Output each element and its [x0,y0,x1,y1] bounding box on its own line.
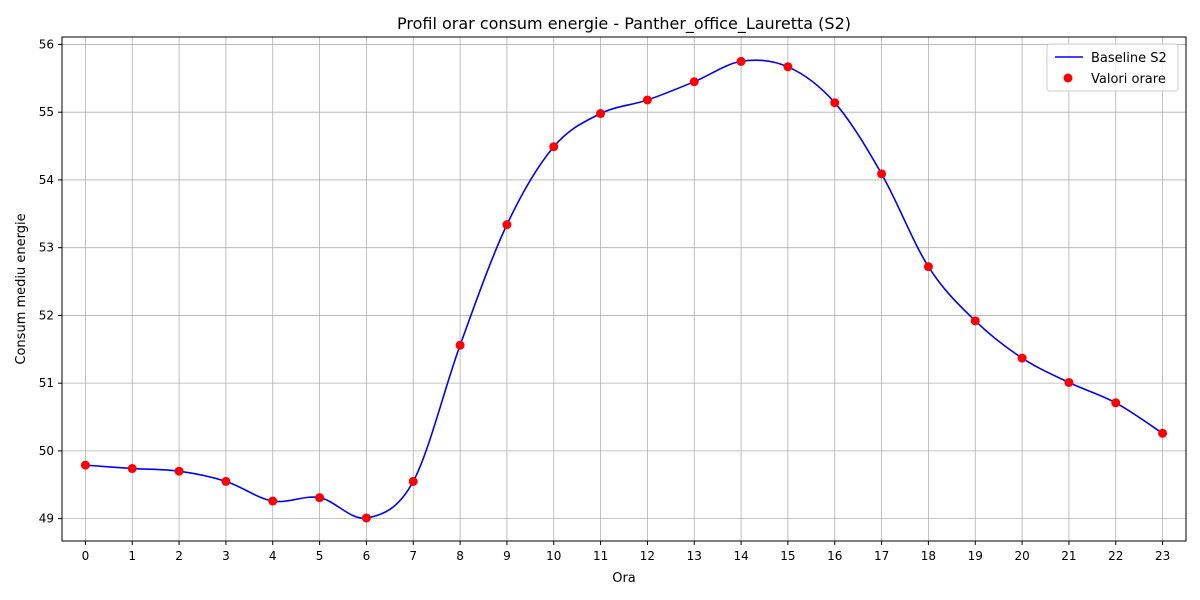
data-point [736,56,746,66]
x-tick-label: 9 [503,549,511,563]
data-point [642,95,652,105]
legend-label-baseline: Baseline S2 [1091,51,1167,66]
y-tick-label: 56 [39,37,54,51]
data-point [830,98,840,108]
x-tick-label: 16 [827,549,842,563]
data-point [549,142,559,152]
data-point [877,169,887,179]
data-point [923,262,933,272]
x-axis-ticks: 0 1 2 3 4 5 6 7 8 9 10 11 12 13 14 15 16 17 18 19 20 21 22 23 [82,541,1170,563]
data-point [783,62,793,72]
y-tick-label: 54 [39,173,54,187]
data-point [1158,428,1168,438]
data-point [1111,398,1121,408]
legend: Baseline S2 Valori orare [1046,43,1179,92]
x-tick-label: 6 [363,549,371,563]
x-tick-label: 0 [82,549,90,563]
grid-lines [62,37,1186,541]
y-tick-label: 49 [39,512,54,526]
x-tick-label: 20 [1014,549,1029,563]
x-tick-label: 17 [874,549,889,563]
x-tick-label: 21 [1061,549,1076,563]
series-line-baseline [85,59,1164,519]
x-axis-label: Ora [612,571,636,586]
y-tick-label: 51 [39,376,54,390]
chart-title: Profil orar consum energie - Panther_off… [397,14,851,34]
x-tick-label: 12 [640,549,655,563]
x-tick-label: 11 [593,549,608,563]
y-tick-label: 52 [39,308,54,322]
data-point [689,77,699,87]
x-tick-label: 23 [1155,549,1170,563]
x-tick-label: 1 [128,549,136,563]
x-tick-label: 2 [175,549,183,563]
data-point [596,109,606,119]
data-point [315,493,325,503]
data-point [1064,377,1074,387]
x-tick-label: 15 [780,549,795,563]
plot-frame [61,36,1187,542]
y-axis-ticks: 49 50 51 52 53 54 55 56 [39,37,62,526]
data-point [408,476,418,486]
scatter-points [80,56,1168,523]
data-point [455,340,465,350]
data-point [502,220,512,230]
x-tick-label: 3 [222,549,230,563]
x-tick-label: 7 [409,549,417,563]
x-tick-label: 10 [546,549,561,563]
data-point [361,513,371,523]
legend-box [1046,43,1179,92]
data-point [174,466,184,476]
data-point [127,464,137,474]
data-point [80,460,90,470]
x-tick-label: 5 [316,549,324,563]
x-tick-label: 13 [687,549,702,563]
legend-marker-swatch [1063,73,1073,83]
y-tick-label: 55 [39,105,54,119]
legend-label-points: Valori orare [1091,72,1166,87]
data-point [1017,353,1027,363]
x-tick-label: 8 [456,549,464,563]
x-tick-label: 14 [733,549,748,563]
x-tick-label: 22 [1108,549,1123,563]
data-point [970,316,980,326]
x-tick-label: 19 [968,549,983,563]
x-tick-label: 4 [269,549,277,563]
y-tick-label: 53 [39,241,54,255]
data-point [268,496,278,506]
y-axis-label: Consum mediu energie [14,213,29,364]
data-point [221,476,231,486]
y-tick-label: 50 [39,444,54,458]
x-tick-label: 18 [921,549,936,563]
